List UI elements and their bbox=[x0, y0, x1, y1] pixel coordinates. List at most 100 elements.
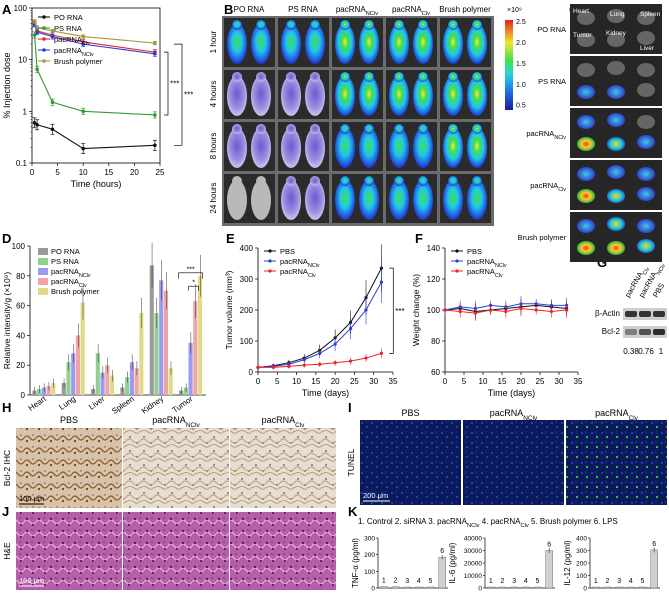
y-tick-label: 100 bbox=[427, 306, 441, 315]
bar bbox=[71, 353, 76, 395]
data-point bbox=[379, 351, 384, 355]
organ-label: Heart bbox=[573, 8, 589, 15]
panel-j-he: H&E 100 μm bbox=[2, 512, 336, 590]
organ bbox=[607, 33, 625, 47]
mouse-silhouette bbox=[389, 76, 409, 116]
organ bbox=[637, 31, 655, 45]
bar bbox=[61, 383, 66, 395]
mouse-head bbox=[364, 124, 374, 134]
he-image bbox=[16, 512, 122, 590]
bar bbox=[91, 389, 96, 395]
organ bbox=[577, 11, 595, 25]
mouse-head bbox=[394, 72, 404, 82]
data-point bbox=[318, 351, 322, 355]
bar-label: 4 bbox=[524, 578, 528, 585]
bar bbox=[498, 586, 507, 589]
bar bbox=[380, 586, 388, 589]
y-tick-label: 100 bbox=[12, 242, 26, 251]
legend-marker bbox=[42, 48, 46, 52]
mouse-silhouette bbox=[305, 180, 325, 220]
organ bbox=[577, 137, 595, 151]
scale-label: 200 μm bbox=[363, 491, 388, 500]
x-tick-label: 35 bbox=[389, 377, 398, 386]
panel-h-ihc: PBS pacRNANClv pacRNAClv Bcl-2 IHC 100 μm bbox=[2, 415, 336, 508]
bar bbox=[168, 368, 173, 395]
y-tick-label: 300 bbox=[240, 275, 254, 284]
legend-marker bbox=[455, 269, 459, 273]
y-tick-label: 120 bbox=[427, 275, 441, 284]
he-image bbox=[230, 512, 336, 590]
y-tick-label: 400 bbox=[576, 536, 587, 543]
data-point bbox=[379, 280, 384, 284]
legend-marker bbox=[455, 249, 459, 253]
data-point bbox=[153, 113, 157, 117]
y-tick-label: 0 bbox=[249, 368, 254, 377]
organ bbox=[607, 137, 625, 151]
chart-a: 0.1 1 10 100 0 5 10 15 20 25 Time (hours) % Injecti… bbox=[2, 4, 193, 189]
bar bbox=[193, 301, 198, 395]
bar bbox=[120, 387, 125, 395]
bar-label: 4 bbox=[417, 578, 421, 585]
y-tick-label: 200 bbox=[364, 552, 375, 559]
panel-i-tunel: PBS pacRNANClv pacRNAClv TUNEL 200 μm bbox=[346, 408, 667, 505]
mouse-silhouette bbox=[251, 24, 271, 64]
x-tick-label: Lung bbox=[57, 394, 77, 412]
bar bbox=[391, 586, 400, 589]
bar bbox=[163, 290, 169, 395]
row-label: PS RNA bbox=[538, 77, 566, 86]
data-point bbox=[504, 309, 508, 314]
y-tick-label: 300 bbox=[576, 548, 587, 555]
bar-label: 1 bbox=[489, 578, 493, 585]
column-header: pacRNANClv bbox=[490, 408, 538, 422]
color-scale-tick: 1.0 bbox=[516, 82, 526, 89]
y-tick-label: 60 bbox=[16, 302, 25, 311]
organ bbox=[577, 167, 595, 181]
plot-frame bbox=[31, 7, 161, 164]
bar bbox=[109, 375, 115, 395]
bar bbox=[183, 387, 188, 395]
bar-label: 5 bbox=[429, 578, 433, 585]
bar bbox=[159, 280, 164, 395]
column-header: Brush polymer bbox=[439, 5, 491, 14]
bar bbox=[522, 586, 530, 589]
bar bbox=[615, 586, 623, 589]
row-label: 1 hour bbox=[209, 30, 218, 53]
x-tick-label: 25 bbox=[156, 168, 165, 177]
data-point bbox=[32, 19, 37, 24]
bar bbox=[545, 550, 553, 589]
blot-band bbox=[653, 311, 665, 317]
bar bbox=[627, 586, 635, 589]
bar bbox=[80, 302, 85, 395]
mouse-silhouette bbox=[389, 128, 409, 168]
x-tick-label: 30 bbox=[369, 377, 378, 386]
mouse-head bbox=[364, 20, 374, 30]
data-point bbox=[534, 308, 538, 312]
data-point bbox=[443, 308, 447, 312]
panel-letter: J bbox=[2, 504, 9, 519]
y-tick-label: 80 bbox=[16, 272, 25, 281]
bar bbox=[426, 586, 435, 589]
band-ratio: 0.38 bbox=[623, 347, 639, 356]
x-tick-label: Tumor bbox=[171, 394, 195, 415]
mouse-head bbox=[256, 176, 266, 186]
legend-marker bbox=[268, 269, 272, 273]
legend-marker bbox=[268, 259, 272, 263]
bar bbox=[41, 387, 46, 395]
y-tick-label: 30000 bbox=[464, 548, 482, 555]
organ bbox=[637, 63, 655, 77]
x-tick-label: 10 bbox=[479, 377, 488, 386]
color-scale-tick: 1.5 bbox=[516, 61, 526, 68]
ihc-image bbox=[230, 428, 336, 508]
bar-label: 5 bbox=[536, 578, 540, 585]
mouse-silhouette bbox=[335, 128, 355, 168]
mouse-silhouette bbox=[335, 180, 355, 220]
x-tick-label: 5 bbox=[275, 377, 280, 386]
bar-label: 2 bbox=[606, 578, 610, 585]
legend-entry: pacRNANClv bbox=[54, 46, 94, 58]
legend-entry: Brush polymer bbox=[51, 287, 100, 296]
bar bbox=[46, 386, 51, 395]
band-ratio: 0.76 bbox=[638, 347, 654, 356]
x-tick-label: 25 bbox=[350, 377, 359, 386]
column-header: pacRNAClv bbox=[262, 415, 306, 429]
